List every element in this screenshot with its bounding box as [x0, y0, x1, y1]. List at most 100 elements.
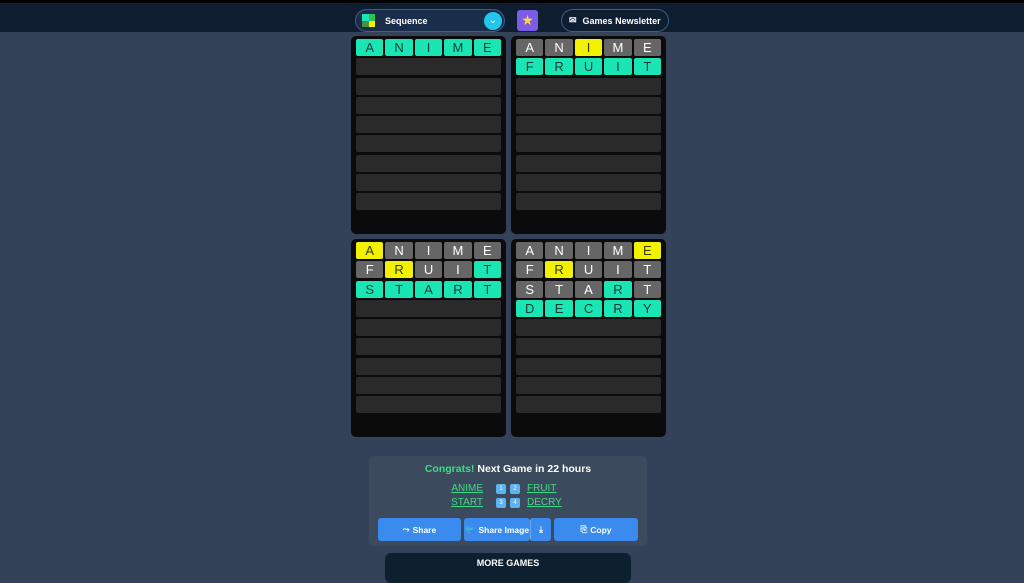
letter-tile: I [604, 261, 632, 279]
letter-tile: Y [633, 299, 662, 317]
empty-row [356, 299, 501, 317]
letter-tile: U [414, 261, 443, 279]
empty-row [516, 96, 661, 114]
empty-row [356, 396, 501, 414]
empty-row [356, 154, 501, 172]
empty-row [356, 77, 501, 95]
letter-tile: A [356, 242, 384, 259]
letter-tile: T [473, 280, 502, 298]
empty-row [356, 96, 501, 114]
star-icon: ★ [521, 12, 534, 28]
share-image-label: Share Image [478, 524, 530, 535]
letter-tile: N [545, 242, 573, 259]
empty-row [516, 77, 661, 95]
letter-tile: T [385, 280, 413, 298]
word-link[interactable]: DECRY [527, 497, 562, 508]
letter-tile: S [516, 280, 544, 298]
newsletter-label: Games Newsletter [582, 15, 661, 26]
word-link[interactable]: FRUIT [527, 483, 557, 494]
letter-tile: I [414, 242, 443, 259]
star-button[interactable]: ★ [517, 10, 538, 31]
share-image-button[interactable]: 🐦 Share Image [464, 518, 530, 541]
more-games-panel: MORE GAMES [385, 553, 631, 583]
word-link[interactable]: START [451, 497, 483, 508]
empty-row [356, 193, 501, 211]
letter-tile: I [574, 242, 603, 259]
keycap-icon: 1 [496, 483, 506, 494]
congrats-label: Congrats! [424, 463, 475, 475]
copy-label: Copy [590, 524, 612, 535]
empty-row [356, 116, 501, 134]
download-button[interactable]: ⤓ [530, 518, 551, 541]
letter-tile: A [516, 39, 544, 56]
letter-tile: R [545, 58, 573, 76]
letter-tile: R [444, 280, 472, 298]
empty-row [516, 377, 661, 395]
letter-tile: R [604, 280, 632, 298]
letter-tile: E [633, 242, 662, 259]
letter-tile: I [414, 39, 443, 56]
letter-tile: R [385, 261, 413, 279]
empty-row [516, 357, 661, 375]
letter-tile: E [473, 242, 502, 259]
copy-button[interactable]: ⎘ Copy [554, 518, 638, 541]
empty-row [516, 396, 661, 414]
empty-row [356, 58, 501, 76]
letter-tile: E [473, 39, 502, 56]
congrats-message: Congrats! Next Game in 22 hours [369, 463, 647, 475]
letter-tile: F [356, 261, 384, 279]
keycap-icon: 2 [510, 483, 520, 494]
letter-tile: N [385, 39, 413, 56]
letter-tile: R [545, 261, 573, 279]
download-icon: ⤓ [539, 524, 543, 534]
letter-tile: N [385, 242, 413, 259]
letter-tile: M [604, 242, 632, 259]
empty-row [516, 338, 661, 356]
empty-row [516, 116, 661, 134]
next-game-label: Next Game in 22 hours [477, 463, 592, 475]
empty-row [356, 135, 501, 153]
top-bar: Sequence ⌄ ★ ✉ Games Newsletter [0, 0, 1024, 32]
game-select[interactable]: Sequence ⌄ [355, 9, 505, 32]
letter-tile: T [633, 58, 662, 76]
letter-tile: A [516, 242, 544, 259]
empty-row [516, 319, 661, 337]
letter-tile: D [516, 299, 544, 317]
letter-tile: R [604, 299, 632, 317]
letter-tile: C [574, 299, 603, 317]
copy-icon: ⎘ [580, 524, 588, 534]
chevron-down-icon[interactable]: ⌄ [484, 11, 502, 30]
newsletter-button[interactable]: ✉ Games Newsletter [561, 9, 669, 32]
keycap-icon: 3 [496, 497, 506, 508]
letter-tile: E [545, 299, 573, 317]
letter-tile: M [444, 39, 472, 56]
letter-tile: M [444, 242, 472, 259]
letter-tile: T [473, 261, 502, 279]
more-games-title: MORE GAMES [476, 558, 540, 568]
empty-row [356, 174, 501, 192]
sequence-logo-icon [362, 14, 375, 27]
word-link[interactable]: ANIME [451, 483, 483, 494]
letter-tile: T [633, 280, 662, 298]
empty-row [516, 193, 661, 211]
share-label: Share [412, 524, 437, 535]
twitter-icon: 🐦 [464, 524, 476, 534]
empty-row [356, 377, 501, 395]
letter-tile: A [574, 280, 603, 298]
empty-row [516, 154, 661, 172]
share-button[interactable]: ⤳ Share [378, 518, 461, 541]
empty-row [516, 174, 661, 192]
letter-tile: I [574, 39, 603, 56]
